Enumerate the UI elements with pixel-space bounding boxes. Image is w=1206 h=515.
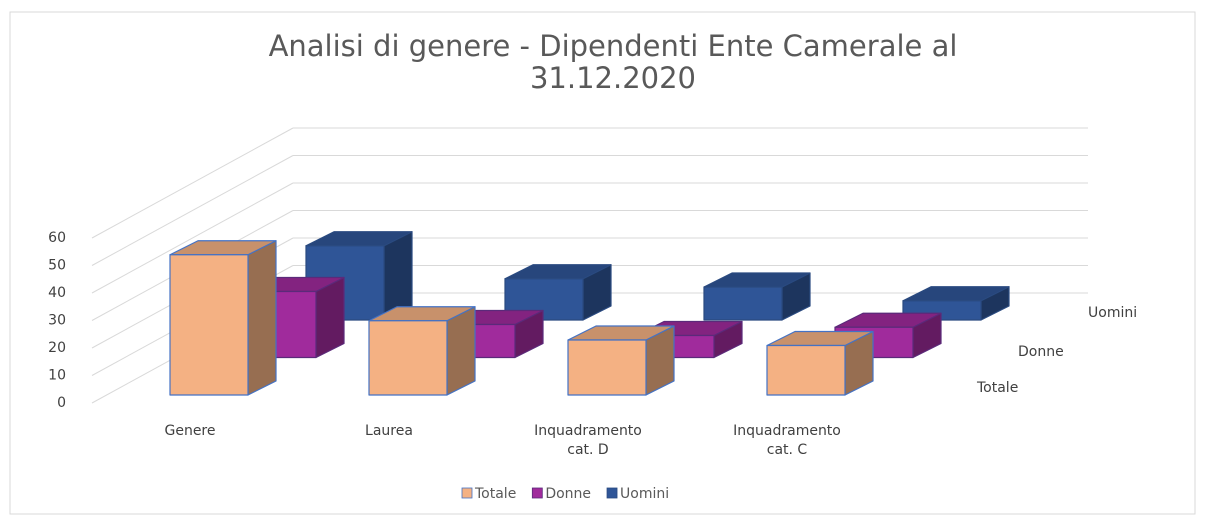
y-tick-label: 20 [48,340,66,356]
bar-front [504,278,584,321]
depth-label: Uomini [1088,305,1137,321]
bar-side [247,240,277,396]
legend-label: Uomini [620,486,669,502]
bar-front [766,344,846,396]
y-tick-label: 60 [48,230,66,246]
bar [703,272,811,321]
grid-line [91,155,294,266]
bar-front [703,286,783,321]
legend-swatch [461,487,473,499]
bar [902,286,1010,321]
y-tick-label: 30 [48,313,66,329]
chart-title: Analisi di genere - Dipendenti Ente Came… [269,29,958,95]
x-tick-label: Inquadramento cat. C [733,423,841,458]
x-tick-label: Inquadramento cat. D [534,423,642,458]
legend-swatch [531,487,543,499]
y-tick-label: 10 [48,368,66,384]
legend-swatch [606,487,618,499]
bar-front [169,254,249,396]
bar [766,330,874,396]
grid-line [91,127,294,239]
grid-line [91,182,294,294]
bar-front [567,339,647,396]
bar [368,306,476,396]
x-tick-label: Laurea [365,423,413,439]
bar-side [446,306,476,396]
bar [169,240,277,396]
x-tick-label: Genere [164,423,215,439]
legend-label: Totale [474,486,516,502]
bar [504,264,612,321]
bar-front [368,320,448,396]
legend-label: Donne [545,486,591,502]
bar [567,325,675,396]
y-tick-label: 40 [48,285,66,301]
depth-label: Donne [1018,344,1064,360]
y-tick-label: 0 [57,395,66,411]
y-tick-label: 50 [48,258,66,274]
depth-label: Totale [976,380,1018,396]
